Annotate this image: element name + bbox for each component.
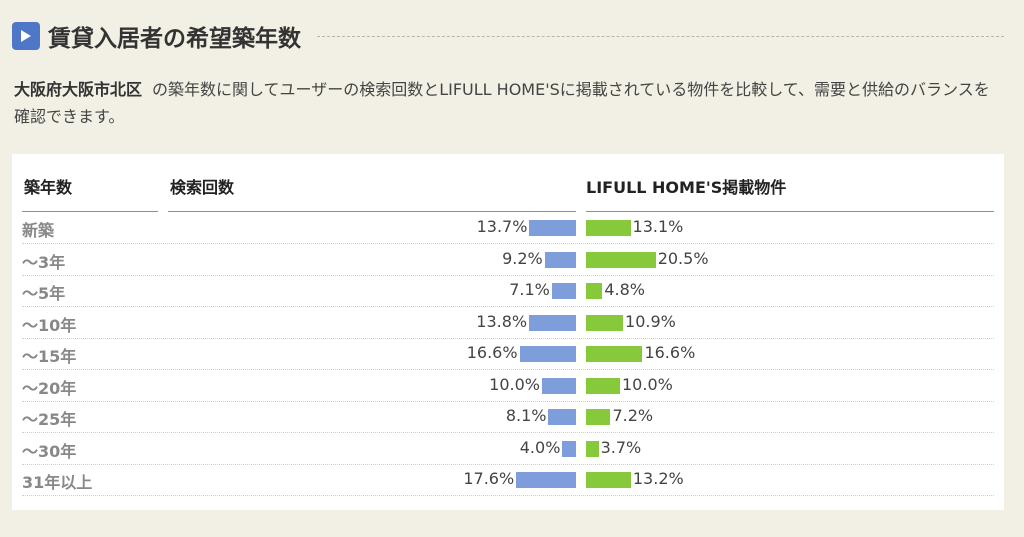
listing-value-label: 3.7% xyxy=(600,437,642,457)
listing-bar xyxy=(586,409,611,425)
row-age-label: 〜20年 xyxy=(22,378,77,398)
table-row: 〜25年 8.1% 7.2% xyxy=(22,401,994,433)
header-building-age: 築年数 xyxy=(24,178,73,197)
listing-value-label: 13.1% xyxy=(632,217,684,236)
table-row: 〜30年 4.0% 3.7% xyxy=(22,433,994,465)
row-age-label: 〜10年 xyxy=(22,315,77,335)
play-triangle-icon xyxy=(12,22,40,50)
listing-bar xyxy=(586,346,643,362)
search-bar xyxy=(551,283,576,299)
row-age-label: 〜30年 xyxy=(22,441,77,461)
area-name: 大阪府大阪市北区 xyxy=(14,80,143,99)
row-age-label: 新築 xyxy=(22,221,55,240)
search-bar xyxy=(548,409,576,425)
listing-bar xyxy=(586,472,631,488)
heading-divider xyxy=(317,35,1004,37)
search-value-label: 16.6% xyxy=(466,343,518,362)
search-bar xyxy=(516,472,576,488)
listing-value-label: 7.2% xyxy=(612,406,654,425)
listing-value-label: 20.5% xyxy=(657,248,709,268)
row-age-label: 〜25年 xyxy=(22,410,77,429)
header-underline-listings xyxy=(586,211,994,212)
description-text: の築年数に関してユーザーの検索回数とLIFULL HOME'Sに掲載されている物… xyxy=(14,80,990,126)
search-bar xyxy=(542,377,576,394)
row-age-label: 31年以上 xyxy=(22,473,93,492)
table-row: 〜10年 13.8% 10.9% xyxy=(22,307,994,339)
search-value-label: 8.1% xyxy=(505,406,547,425)
header-underline-search xyxy=(168,211,576,212)
listing-value-label: 16.6% xyxy=(644,343,696,362)
listing-value-label: 13.2% xyxy=(632,469,684,488)
listing-bar xyxy=(586,440,599,457)
listing-value-label: 10.9% xyxy=(625,311,676,331)
search-value-label: 17.6% xyxy=(463,469,515,488)
search-value-label: 13.7% xyxy=(476,217,528,236)
header-underline-age xyxy=(22,211,158,212)
table-row: 〜5年 7.1% 4.8% xyxy=(22,275,994,307)
listing-bar xyxy=(586,220,631,236)
search-value-label: 9.2% xyxy=(502,248,543,268)
row-age-label: 〜3年 xyxy=(22,252,66,272)
search-value-label: 4.0% xyxy=(519,437,561,457)
table-row: 31年以上 17.6% 13.2% xyxy=(22,464,994,496)
header-listings: LIFULL HOME'S掲載物件 xyxy=(586,178,787,197)
listing-bar xyxy=(586,283,603,299)
description: 大阪府大阪市北区 の築年数に関してユーザーの検索回数とLIFULL HOME'Sに… xyxy=(14,76,1004,130)
table-row: 〜3年 9.2% 20.5% xyxy=(22,244,994,276)
listing-bar xyxy=(586,377,620,394)
table-row: 〜15年 16.6% 16.6% xyxy=(22,338,994,370)
listing-bar xyxy=(586,314,624,331)
search-bar xyxy=(529,220,576,236)
section-title: 賃貸入居者の希望築年数 xyxy=(48,26,301,52)
listing-bar xyxy=(586,251,656,268)
listing-value-label: 4.8% xyxy=(604,280,645,299)
search-value-label: 13.8% xyxy=(476,311,528,331)
search-bar xyxy=(519,346,576,362)
header-search-count: 検索回数 xyxy=(170,178,235,197)
section-heading: 賃貸入居者の希望築年数 xyxy=(12,16,1004,56)
search-bar xyxy=(529,314,576,331)
search-value-label: 10.0% xyxy=(489,374,540,394)
search-bar xyxy=(544,251,576,268)
building-age-table: 築年数 検索回数 LIFULL HOME'S掲載物件 新築 13.7% 13.1% 〜… xyxy=(12,154,1004,510)
table-row: 新築 13.7% 13.1% xyxy=(22,212,994,244)
table-row: 〜20年 10.0% 10.0% xyxy=(22,370,994,402)
search-value-label: 7.1% xyxy=(509,280,550,299)
row-age-label: 〜5年 xyxy=(22,284,66,303)
search-bar xyxy=(562,440,576,457)
listing-value-label: 10.0% xyxy=(622,374,673,394)
row-age-label: 〜15年 xyxy=(22,347,77,366)
